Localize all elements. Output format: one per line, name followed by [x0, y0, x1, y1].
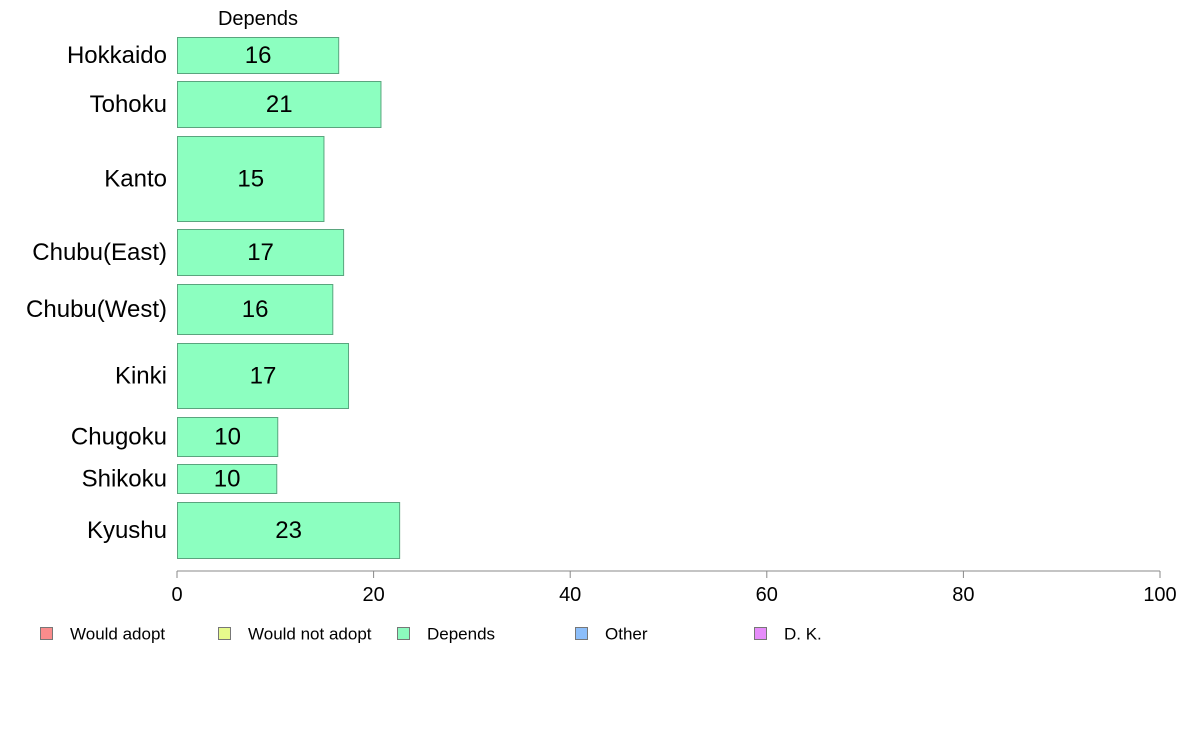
- bars-layer: 16 Hokkaido 21 Tohoku 15 Kanto 17 Chubu(East) 16…: [26, 37, 401, 559]
- bar: [177, 417, 279, 457]
- x-tick-label: 20: [362, 584, 384, 606]
- category-label: Chugoku: [71, 424, 167, 451]
- category-label: Kanto: [104, 166, 167, 193]
- bar-value-label: 21: [266, 91, 293, 118]
- bar: [177, 284, 334, 335]
- bar: [177, 81, 382, 128]
- legend-label: Would not adopt: [248, 625, 372, 644]
- legend-label: Other: [605, 625, 648, 644]
- category-label: Hokkaido: [67, 42, 167, 69]
- bar-value-label: 15: [237, 166, 264, 193]
- bar: [177, 464, 278, 494]
- x-tick-label: 0: [171, 584, 182, 606]
- category-label: Chubu(East): [32, 239, 167, 266]
- bar: [177, 37, 340, 74]
- category-label: Tohoku: [90, 91, 167, 118]
- x-tick-label: 60: [756, 584, 778, 606]
- legend-swatch: [218, 627, 231, 640]
- category-label: Kinki: [115, 363, 167, 390]
- legend-swatch: [575, 627, 588, 640]
- legend-label: D. K.: [784, 625, 822, 644]
- x-tick-label: 80: [952, 584, 974, 606]
- category-label: Chubu(West): [26, 296, 167, 323]
- legend-label: Would adopt: [70, 625, 165, 644]
- legend: Would adopt Would not adopt Depends Other D.…: [40, 625, 822, 644]
- legend-swatch: [397, 627, 410, 640]
- chart-title: Depends: [218, 8, 298, 30]
- x-tick-label: 100: [1143, 584, 1176, 606]
- bar-value-label: 16: [245, 42, 272, 69]
- bar-value-label: 17: [250, 363, 277, 390]
- bar: [177, 502, 401, 559]
- bar-value-label: 16: [242, 296, 269, 323]
- bar: [177, 229, 345, 276]
- bar-value-label: 23: [275, 517, 302, 544]
- bar-value-label: 10: [214, 424, 241, 451]
- bar-value-label: 17: [247, 239, 274, 266]
- x-tick-label: 40: [559, 584, 581, 606]
- bar: [177, 343, 350, 409]
- legend-swatch: [754, 627, 767, 640]
- legend-label: Depends: [427, 625, 495, 644]
- category-label: Kyushu: [87, 517, 167, 544]
- legend-swatch: [40, 627, 53, 640]
- category-label: Shikoku: [82, 466, 167, 493]
- bar: [177, 136, 325, 222]
- x-axis: 0 20 40 60 80 100: [171, 570, 1177, 606]
- bar-value-label: 10: [214, 466, 241, 493]
